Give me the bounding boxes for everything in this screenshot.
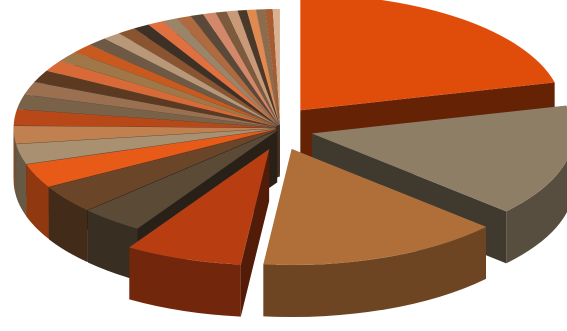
pie-slice-2 <box>311 105 567 264</box>
pie-slice-3 <box>263 148 487 318</box>
pie-slice-4 <box>128 148 270 317</box>
pie-slice-5 <box>87 130 278 281</box>
